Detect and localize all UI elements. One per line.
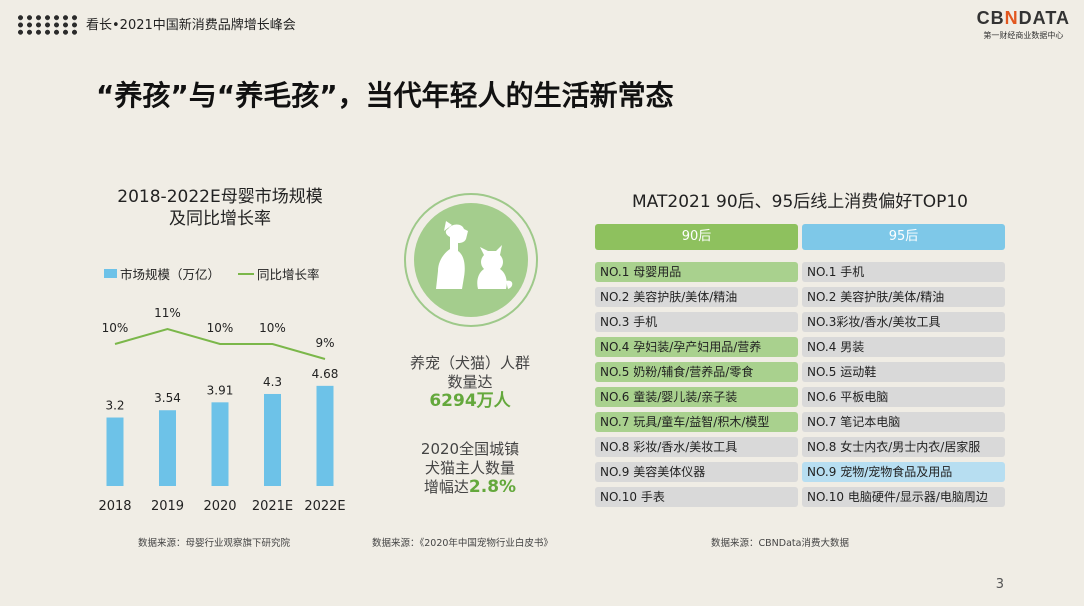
bar-value-label: 3.91 [207,383,234,397]
ranking-90s-item: NO.9 美容美体仪器 [595,462,798,482]
bar [316,385,334,486]
ranking-95s-item: NO.9 宠物/宠物食品及用品 [802,462,1005,482]
bar-value-label: 4.68 [312,367,339,381]
ranking-90s-item: NO.6 童装/婴儿装/亲子装 [595,387,798,407]
x-tick-label: 2021E [252,499,293,514]
market-size-chart: 3.2 2018 10% 3.54 2019 11% 3.91 2020 10% 4.3 2021E… [98,306,345,514]
line-value-label: 10% [259,321,286,335]
ranking-90s-item: NO.8 彩妆/香水/美妆工具 [595,437,798,457]
x-tick-label: 2022E [304,499,345,514]
bar [159,410,176,486]
ranking-90s-item: NO.7 玩具/童车/益智/积木/模型 [595,412,798,432]
column-header-90s: 90后 [595,224,798,250]
page-title: “养孩”与“养毛孩”，当代年轻人的生活新常态 [96,79,674,112]
ranking-95s-item: NO.8 女士内衣/男士内衣/居家服 [802,437,1005,457]
pet-growth-rate: 2.8% [468,477,517,497]
logo-subtitle: 第一财经商业数据中心 [983,31,1064,40]
pet-owner-count: 6294万人 [429,391,511,411]
line-value-label: 11% [154,306,181,320]
chart-legend: 市场规模（万亿） 同比增长率 [104,264,320,283]
ranking-95s-item: NO.10 电脑硬件/显示器/电脑周边 [802,487,1005,507]
ranking-95s-item: NO.1 手机 [802,262,1005,282]
source-note-chart: 数据来源：母婴行业观察旗下研究院 [138,538,291,549]
dots-decoration [16,14,78,36]
ranking-90s-item: NO.10 手表 [595,487,798,507]
x-tick-label: 2018 [98,499,131,514]
cbndata-logo: CBNDATA 第一财经商业数据中心 [976,8,1070,40]
ranking-90s-item: NO.2 美容护肤/美体/精油 [595,287,798,307]
source-note-pet: 数据来源：《2020年中国宠物行业白皮书》 [372,538,553,549]
source-note-ranking: 数据来源：CBNData消费大数据 [711,538,849,549]
ranking-90s-item: NO.5 奶粉/辅食/营养品/零食 [595,362,798,382]
ranking-95s-item: NO.3彩妆/香水/美妆工具 [802,312,1005,332]
ranking-95s-item: NO.2 美容护肤/美体/精油 [802,287,1005,307]
ranking-95s-item: NO.7 笔记本电脑 [802,412,1005,432]
ranking-90s-item: NO.3 手机 [595,312,798,332]
growth-rate-line [114,327,326,360]
column-header-95s: 95后 [802,224,1005,250]
line-value-label: 10% [207,321,234,335]
ranking-95s-item: NO.6 平板电脑 [802,387,1005,407]
bar-value-label: 4.3 [263,375,282,389]
bar [211,402,229,486]
dog-cat-icon [436,221,513,289]
ranking-list-95s: NO.1 手机 NO.2 美容护肤/美体/精油 NO.3彩妆/香水/美妆工具 NO.4… [802,262,1005,512]
bar [106,417,124,486]
legend-item-market-size: 市场规模（万亿） [104,264,220,283]
pet-stat-owners: 养宠（犬猫）人群 数量达 6294万人 [380,354,560,411]
pet-stat-growth: 2020全国城镇 犬猫主人数量 增幅达2.8% [420,440,520,497]
ranking-90s-item: NO.1 母婴用品 [595,262,798,282]
legend-item-growth-rate: 同比增长率 [238,264,320,283]
ranking-95s-item: NO.5 运动鞋 [802,362,1005,382]
ranking-95s-item: NO.4 男装 [802,337,1005,357]
pet-circle [404,193,538,327]
page-number: 3 [995,577,1004,592]
bar [264,393,281,486]
ranking-list-90s: NO.1 母婴用品 NO.2 美容护肤/美体/精油 NO.3 手机 NO.4 孕妇装/… [595,262,798,512]
chart-title: 2018-2022E母婴市场规模 及同比增长率 [117,187,323,229]
header-title: 看长•2021中国新消费品牌增长峰会 [86,18,296,33]
x-tick-label: 2020 [203,499,236,514]
ranking-title: MAT2021 90后、95后线上消费偏好TOP10 [632,192,968,212]
bar-value-label: 3.54 [154,391,181,405]
line-value-label: 9% [315,336,334,350]
ranking-90s-item: NO.4 孕妇装/孕产妇用品/营养 [595,337,798,357]
bar-value-label: 3.2 [105,399,124,413]
line-value-label: 10% [102,321,129,335]
x-tick-label: 2019 [151,499,184,514]
